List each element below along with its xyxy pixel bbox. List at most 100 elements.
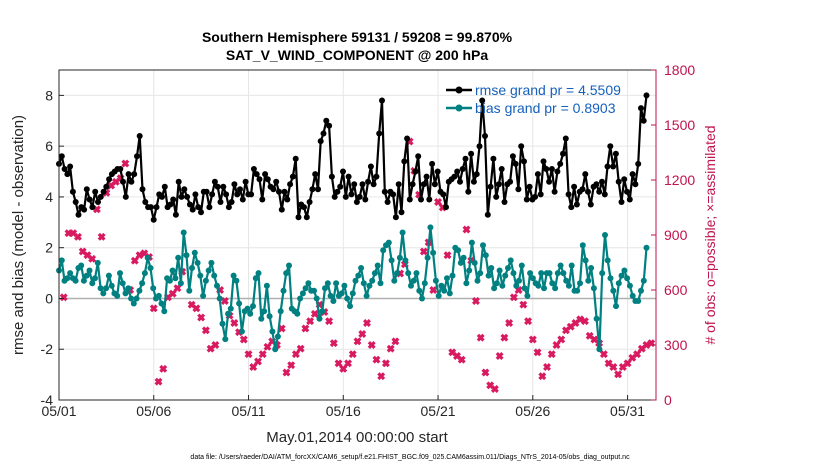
chart-title: Southern Hemisphere 59131 / 59208 = 99.8… (202, 29, 513, 45)
obs-assimilated-marker (623, 359, 632, 368)
rmse-point (596, 188, 603, 195)
rmse-point (548, 166, 555, 172)
bias-point (477, 270, 484, 277)
obs-assimilated-marker (481, 368, 490, 377)
rmse-point (292, 155, 299, 162)
obs-assimilated-marker (258, 350, 267, 359)
rmse-point (214, 183, 221, 190)
legend: rmse grand pr = 4.5509 bias grand pr = 0… (446, 82, 621, 116)
rmse-point (412, 168, 419, 175)
bias-point (202, 277, 209, 284)
bias-point (624, 275, 631, 282)
obs-assimilated-marker (135, 251, 144, 260)
rmse-point (220, 183, 227, 190)
bias-point (258, 315, 265, 322)
bias-point (180, 229, 187, 236)
rmse-point (431, 181, 438, 188)
bias-point (130, 300, 137, 307)
rmse-point (61, 166, 68, 172)
bias-point (549, 280, 556, 287)
bias-point (457, 259, 464, 266)
rmse-point (256, 176, 263, 183)
rmse-point (362, 196, 369, 203)
bias-point (535, 282, 542, 289)
bias-point (64, 275, 71, 282)
bias-point (67, 270, 74, 277)
rmse-point (618, 199, 625, 205)
rmse-point (69, 188, 76, 195)
bias-point (194, 259, 201, 266)
rmse-point (92, 188, 99, 195)
rmse-point (359, 181, 366, 188)
rmse-point (482, 133, 488, 139)
rmse-point (97, 193, 104, 200)
bias-point (369, 277, 376, 284)
rmse-point (420, 181, 427, 188)
bias-point (441, 287, 448, 294)
rmse-point (629, 171, 636, 178)
obs-assimilated-marker (287, 361, 296, 370)
obs-assimilated-marker (154, 377, 163, 386)
bias-point (122, 290, 129, 297)
bias-point (189, 265, 195, 271)
bias-point (554, 270, 561, 277)
rmse-point (465, 188, 472, 195)
rmse-point (401, 158, 408, 165)
rmse-point (351, 181, 358, 188)
rmse-point (468, 150, 475, 157)
rmse-point (443, 204, 449, 211)
bias-point (432, 277, 439, 284)
obs-assimilated-marker (367, 341, 376, 349)
obs-assimilated-marker (377, 372, 386, 381)
rmse-point (624, 188, 630, 195)
bias-point (266, 313, 273, 320)
rmse-point (487, 183, 494, 190)
bias-point (322, 285, 328, 292)
bias-point (283, 270, 290, 277)
rmse-point (211, 178, 218, 185)
rmse-point (170, 196, 177, 203)
rmse-point (573, 201, 580, 208)
rmse-point (593, 181, 600, 188)
obs-assimilated-marker (633, 350, 642, 359)
obs-assimilated-marker (533, 348, 542, 357)
obs-assimilated-marker (642, 341, 651, 349)
rmse-point (306, 199, 313, 205)
rmse-point (562, 135, 569, 142)
bias-point (577, 280, 583, 287)
rmse-point (532, 193, 539, 200)
bias-point (280, 287, 287, 294)
bias-point (92, 275, 98, 282)
bias-point (78, 262, 85, 269)
obs-assimilated-marker (509, 293, 518, 302)
rmse-point (122, 193, 129, 200)
bias-point (227, 305, 234, 312)
obs-assimilated-marker (476, 333, 485, 342)
rmse-point (100, 188, 107, 195)
obs-assimilated-marker (500, 333, 509, 342)
bias-point (72, 277, 79, 284)
obs-assimilated-marker (614, 370, 623, 379)
rmse-point (621, 176, 628, 183)
bias-point (80, 277, 87, 284)
bias-point (466, 267, 473, 274)
obs-assimilated-marker (576, 315, 585, 324)
rmse-point (195, 204, 202, 211)
rmse-point (312, 171, 319, 178)
bias-point (607, 275, 614, 282)
bias-point (147, 265, 154, 271)
rmse-point (643, 92, 650, 99)
rmse-point (198, 209, 204, 216)
bias-point (444, 275, 450, 282)
rmse-point (585, 188, 591, 195)
bias-point (294, 310, 301, 317)
plot-area (59, 70, 656, 400)
obs-assimilated-marker (386, 344, 395, 353)
rmse-point (557, 160, 564, 167)
obs-assimilated-marker (363, 319, 371, 327)
bias-point (302, 285, 309, 292)
obs-assimilated-marker (490, 385, 499, 393)
bias-point (405, 270, 412, 277)
x-tick-label: 05/21 (421, 403, 456, 419)
rmse-point (150, 216, 157, 223)
